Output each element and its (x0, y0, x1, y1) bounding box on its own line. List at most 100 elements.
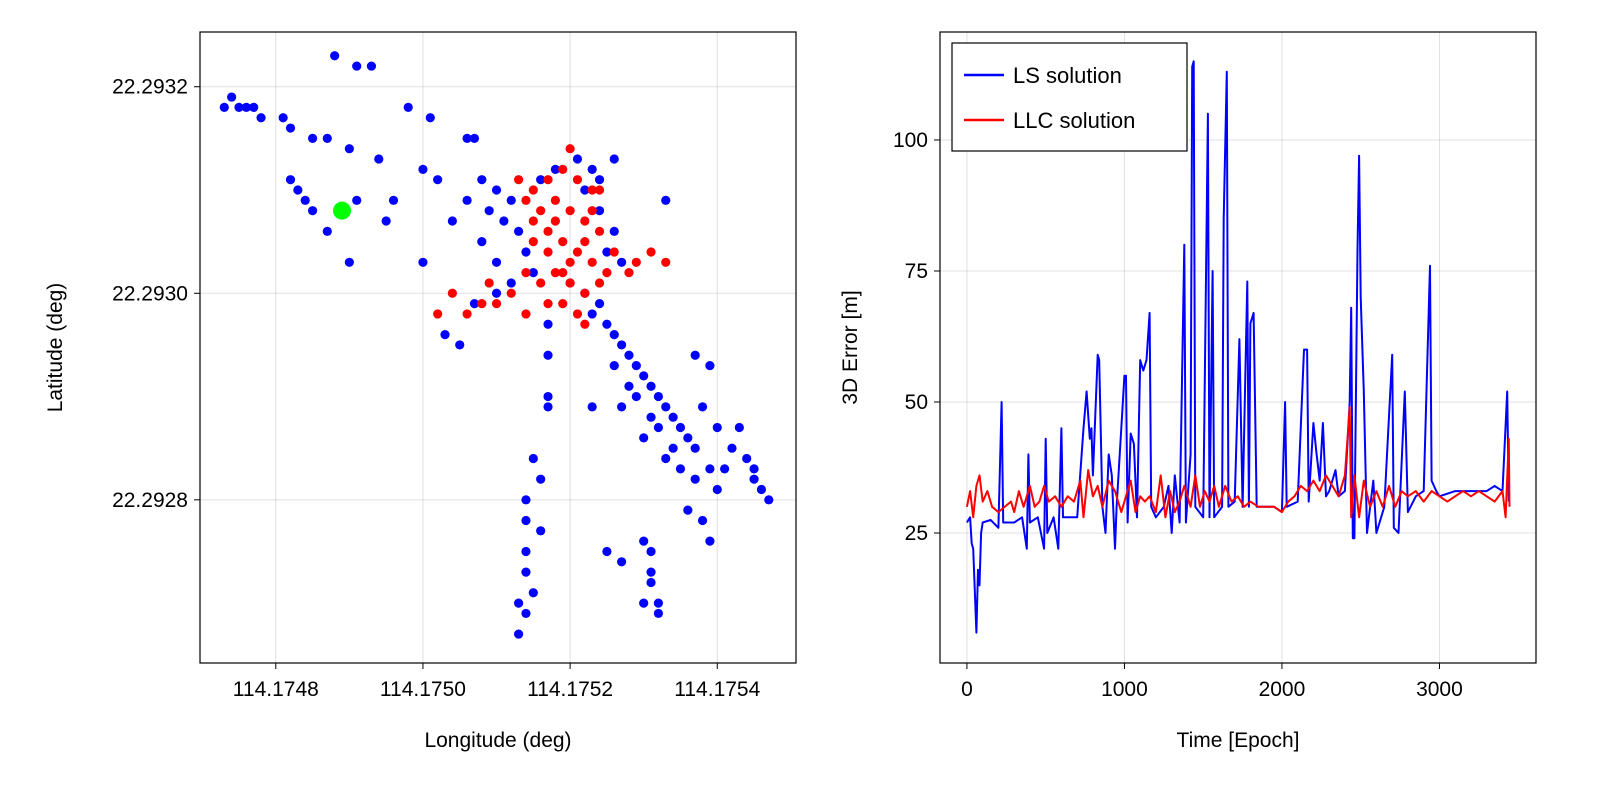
scatter-point-llc-positions (514, 175, 524, 185)
scatter-point-llc-positions (580, 288, 590, 298)
y-tick-label: 50 (905, 391, 928, 414)
scatter-point-ls-positions (418, 164, 428, 174)
scatter-point-ls-positions (300, 195, 310, 205)
scatter-point-llc-positions (491, 299, 502, 309)
scatter-point-ls-positions (609, 154, 619, 164)
scatter-point-ls-positions (749, 464, 759, 474)
scatter-point-ls-positions (675, 464, 686, 474)
scatter-point-ls-positions (403, 102, 413, 112)
scatter-point-ls-positions (587, 402, 597, 412)
scatter-point-llc-positions (484, 278, 494, 288)
x-tick-label: 1000 (1101, 678, 1148, 701)
axes-frame (199, 31, 797, 664)
scatter-point-ls-positions (587, 164, 597, 174)
scatter-point-ls-positions (462, 195, 472, 205)
scatter-point-ls-positions (661, 402, 671, 412)
scatter-point-ls-positions (521, 567, 531, 577)
scatter-point-llc-positions (572, 175, 583, 185)
scatter-point-ls-positions (256, 113, 266, 123)
scatter-point-llc-positions (550, 216, 560, 226)
scatter-point-ls-positions (705, 464, 715, 474)
scatter-point-llc-positions (433, 309, 443, 319)
scatter-point-ls-positions (639, 433, 649, 443)
scatter-point-llc-positions (543, 226, 553, 236)
scatter-point-ls-positions (712, 422, 722, 433)
scatter-point-llc-positions (661, 257, 671, 267)
scatter-point-ls-positions (653, 598, 664, 608)
scatter-point-ls-positions (764, 495, 774, 505)
scatter-point-ls-positions (594, 299, 605, 309)
scatter-point-ls-positions (514, 629, 524, 639)
x-tick-label: 3000 (1416, 678, 1463, 701)
scatter-point-ls-positions (668, 443, 678, 453)
x-tick-label: 114.1748 (233, 678, 319, 701)
scatter-point-ls-positions (521, 247, 531, 257)
scatter-point-ls-positions (683, 505, 693, 515)
scatter-point-ls-positions (455, 340, 465, 350)
scatter-point-ls-positions (469, 299, 480, 309)
scatter-point-ls-positions (388, 195, 399, 205)
scatter-point-llc-positions (624, 268, 634, 278)
plot-area (219, 51, 774, 639)
scatter-point-ls-positions (661, 195, 671, 205)
scatter-point-llc-positions (543, 247, 553, 257)
y-axis-label: Latitude (deg) (44, 283, 67, 413)
scatter-point-ls-positions (536, 175, 546, 185)
scatter-point-ls-positions (690, 474, 700, 484)
scatter-point-ls-positions (705, 536, 715, 546)
scatter-point-llc-positions (528, 237, 538, 247)
scatter-point-ls-positions (587, 309, 597, 319)
scatter-point-llc-positions (580, 216, 590, 226)
scatter-point-ls-positions (241, 102, 251, 112)
scatter-point-ls-positions (506, 195, 516, 205)
scatter-point-llc-positions (587, 257, 597, 267)
scatter-point-ls-positions (594, 175, 605, 185)
scatter-point-ls-positions (366, 61, 377, 71)
scatter-point-ls-positions (491, 288, 502, 298)
scatter-point-ls-positions (646, 567, 656, 577)
scatter-point-ls-positions (536, 474, 546, 484)
scatter-point-ls-positions (484, 206, 494, 216)
scatter-point-ls-positions (617, 557, 627, 567)
scatter-point-ls-positions (528, 453, 538, 464)
y-axis-label: 3D Error [m] (839, 290, 862, 404)
scatter-point-ls-positions (543, 391, 553, 402)
scatter-point-ls-positions (594, 206, 605, 216)
y-tick-label: 100 (893, 129, 928, 152)
scatter-point-ls-positions (433, 175, 443, 185)
scatter-point-ls-positions (543, 402, 553, 412)
scatter-point-llc-positions (602, 268, 612, 278)
line-panel: 0 1000 2000 3000 25 50 75 100 Time [Epoch] 3D Err… (839, 31, 1537, 752)
plot-area (965, 60, 1511, 634)
scatter-point-ls-positions (749, 474, 759, 484)
scatter-point-llc-positions (631, 257, 641, 267)
scatter-point-ls-positions (477, 237, 487, 247)
scatter-point-llc-positions (565, 257, 575, 267)
scatter-point-ls-positions (602, 319, 612, 329)
scatter-point-ls-positions (322, 133, 332, 143)
scatter-point-llc-positions (521, 268, 531, 278)
scatter-point-llc-positions (558, 268, 568, 278)
scatter-point-ls-positions (653, 391, 664, 402)
scatter-point-ls-positions (653, 422, 664, 433)
scatter-point-ls-positions (462, 133, 472, 143)
scatter-point-ls-positions (602, 546, 612, 557)
scatter-point-ls-positions (631, 391, 641, 402)
scatter-point-ls-positions (521, 515, 531, 526)
scatter-point-ls-positions (624, 381, 634, 391)
scatter-point-ls-positions (668, 412, 678, 422)
scatter-point-ls-positions (624, 350, 634, 360)
legend-box (951, 42, 1188, 152)
scatter-point-ls-positions (514, 598, 524, 608)
scatter-point-ls-positions (756, 484, 767, 495)
scatter-point-ls-positions (374, 154, 384, 164)
scatter-point-ls-positions (653, 608, 664, 619)
scatter-point-ls-positions (617, 257, 627, 267)
scatter-point-ls-positions (661, 453, 671, 464)
scatter-point-ls-positions (609, 329, 619, 340)
scatter-point-llc-positions (572, 309, 583, 319)
scatter-point-ls-positions (514, 226, 524, 236)
x-tick-label: 2000 (1259, 678, 1306, 701)
x-tick-label: 114.1752 (527, 678, 613, 701)
scatter-point-ls-positions (499, 216, 509, 226)
